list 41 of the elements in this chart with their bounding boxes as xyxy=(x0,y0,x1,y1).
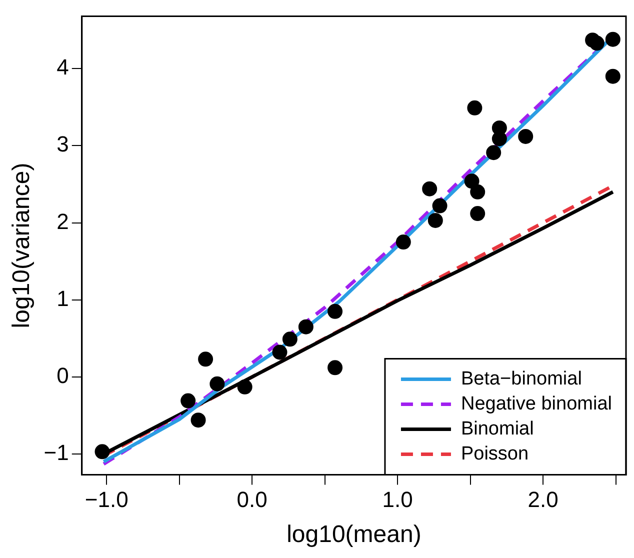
y-tick-label: 1 xyxy=(56,286,69,311)
point xyxy=(396,234,411,250)
legend-label: Negative binomial xyxy=(460,394,612,415)
legend-label: Poisson xyxy=(460,444,529,465)
y-tick-label: 3 xyxy=(56,132,69,157)
point xyxy=(467,100,482,116)
point xyxy=(328,304,343,319)
y-tick-label: 0 xyxy=(56,362,69,388)
y-axis-title: log10(variance) xyxy=(8,162,36,328)
point xyxy=(190,412,206,428)
point xyxy=(94,444,110,460)
point xyxy=(486,145,502,160)
point xyxy=(198,352,214,367)
point xyxy=(464,174,480,189)
point xyxy=(328,360,343,376)
y-tick-label: 2 xyxy=(56,208,69,234)
point xyxy=(470,206,486,222)
legend-label: Beta−binomial xyxy=(460,368,582,390)
point xyxy=(518,128,534,144)
x-tick-label: −1.0 xyxy=(84,487,128,512)
point xyxy=(589,36,604,51)
legend-label: Binomial xyxy=(460,418,534,440)
point xyxy=(282,332,298,347)
point xyxy=(272,344,288,360)
x-tick-label: 1.0 xyxy=(382,487,413,512)
x-axis-title: log10(mean) xyxy=(286,521,422,548)
point xyxy=(492,131,507,146)
point xyxy=(605,68,620,84)
point xyxy=(237,379,252,394)
x-tick-label: 2.0 xyxy=(528,487,558,512)
point xyxy=(432,198,448,214)
point xyxy=(605,32,620,47)
point xyxy=(180,393,196,408)
point xyxy=(422,181,438,196)
x-tick-label: 0.0 xyxy=(236,487,268,512)
y-tick-label: 4 xyxy=(56,54,69,80)
point xyxy=(428,212,443,228)
point xyxy=(298,319,314,334)
point xyxy=(210,376,225,392)
y-tick-label: −1 xyxy=(44,440,69,466)
point xyxy=(470,184,486,200)
